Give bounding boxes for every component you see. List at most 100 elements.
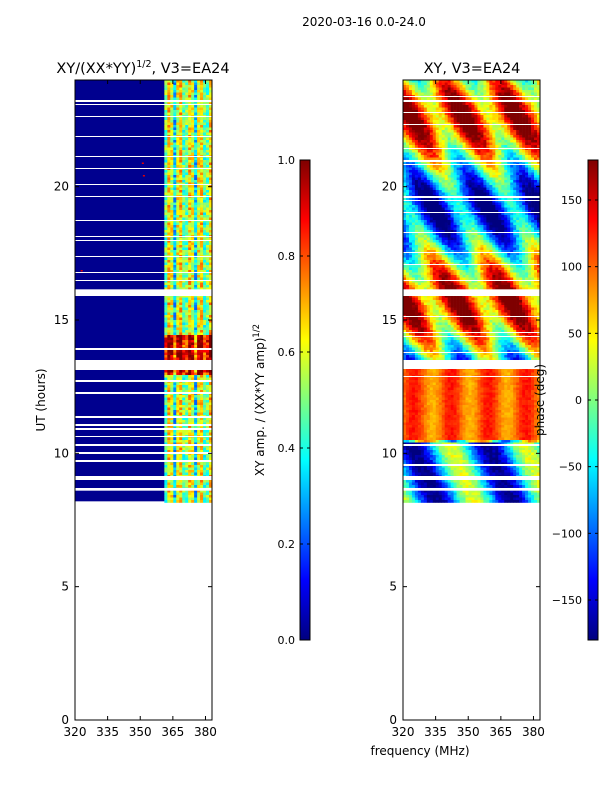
heatmap-cell	[191, 417, 195, 421]
heatmap-cell	[423, 190, 428, 193]
heatmap-cell	[173, 370, 177, 373]
heatmap-cell	[206, 262, 210, 266]
heatmap-cell	[477, 85, 481, 88]
heatmap-cell	[188, 242, 192, 246]
heatmap-cell	[483, 97, 487, 101]
heatmap-cell	[200, 97, 204, 101]
heatmap-cell	[203, 110, 207, 113]
heatmap-cell	[495, 175, 499, 178]
heatmap-cell	[528, 97, 532, 101]
heatmap-cell	[206, 407, 210, 411]
heatmap-cell	[185, 437, 189, 441]
heatmap-cell	[164, 180, 168, 183]
heatmap-cell	[197, 275, 201, 278]
heatmap-cell	[474, 105, 478, 108]
heatmap-cell	[516, 92, 520, 96]
heatmap-cell	[170, 345, 174, 348]
heatmap-cell	[170, 190, 174, 193]
heatmap-cell	[191, 337, 195, 341]
heatmap-cell	[459, 145, 463, 148]
heatmap-cell	[423, 107, 428, 111]
heatmap-cell	[534, 165, 538, 168]
heatmap-cell	[164, 325, 168, 328]
heatmap-cell	[411, 90, 416, 93]
heatmap-cell	[185, 140, 189, 143]
heatmap-cell	[492, 172, 496, 176]
heatmap-cell	[486, 155, 490, 158]
heatmap-cell	[206, 87, 210, 91]
heatmap-cell	[170, 202, 174, 206]
heatmap-cell	[471, 102, 475, 106]
heatmap-cell	[206, 317, 210, 321]
heatmap-cell	[170, 335, 174, 338]
heatmap-cell	[444, 192, 448, 196]
heatmap-cell	[516, 162, 520, 166]
heatmap-cell	[453, 142, 457, 146]
heatmap-cell	[480, 85, 484, 88]
heatmap-cell	[456, 182, 460, 186]
heatmap-cell	[191, 150, 195, 153]
heatmap-cell	[206, 145, 210, 148]
heatmap-cell	[203, 320, 207, 323]
heatmap-cell	[173, 90, 177, 93]
heatmap-cell	[209, 87, 212, 91]
heatmap-cell	[185, 187, 189, 191]
heatmap-cell	[495, 140, 499, 143]
heatmap-cell	[176, 145, 180, 148]
heatmap-cell	[465, 135, 469, 138]
heatmap-cell	[525, 155, 529, 158]
heatmap-cell	[167, 147, 171, 151]
heatmap-cell	[504, 175, 508, 178]
heatmap-cell	[426, 102, 431, 106]
heatmap-cell	[167, 85, 171, 88]
heatmap-cell	[182, 90, 186, 93]
heatmap-cell	[206, 207, 210, 211]
heatmap-cell	[525, 140, 529, 143]
heatmap-cell	[414, 192, 419, 196]
heatmap-cell	[441, 180, 445, 183]
heatmap-cell	[173, 240, 177, 243]
heatmap-cell	[447, 87, 451, 91]
heatmap-cell	[209, 332, 212, 336]
heatmap-cell	[528, 130, 532, 133]
colorbar-tick-label: 0.2	[278, 538, 296, 551]
heatmap-cell	[203, 180, 207, 183]
heatmap-cell	[510, 135, 514, 138]
heatmap-cell	[170, 370, 174, 373]
heatmap-cell	[203, 215, 207, 218]
heatmap-cell	[510, 140, 514, 143]
heatmap-cell	[477, 155, 481, 158]
heatmap-cell	[197, 370, 201, 373]
heatmap-cell	[188, 395, 192, 398]
heatmap-cell	[403, 127, 407, 131]
heatmap-cell	[501, 177, 505, 181]
heatmap-cell	[203, 407, 207, 411]
heatmap-cell	[513, 112, 517, 116]
heatmap-cell	[447, 145, 451, 148]
heatmap-cell	[405, 130, 410, 133]
heatmap-cell	[477, 175, 481, 178]
heatmap-cell	[185, 245, 189, 248]
heatmap-cell	[179, 90, 183, 93]
heatmap-cell	[176, 90, 180, 93]
heatmap-cell	[197, 492, 201, 496]
heatmap-cell	[167, 152, 171, 156]
heatmap-cell	[468, 80, 472, 83]
heatmap-cell	[480, 115, 484, 118]
heatmap-cell	[182, 185, 186, 188]
heatmap-cell	[200, 330, 204, 333]
heatmap-cell	[80, 270, 83, 272]
heatmap-cell	[191, 230, 195, 233]
heatmap-cell	[176, 370, 180, 373]
heatmap-cell	[525, 150, 529, 153]
heatmap-cell	[405, 87, 410, 91]
heatmap-cell	[176, 130, 180, 133]
heatmap-cell	[206, 465, 210, 468]
heatmap-cell	[495, 152, 499, 156]
heatmap-cell	[444, 85, 448, 88]
heatmap-cell	[164, 210, 168, 213]
heatmap-cell	[513, 190, 517, 193]
heatmap-cell	[185, 180, 189, 183]
heatmap-cell	[185, 147, 189, 151]
heatmap-cell	[456, 192, 460, 196]
